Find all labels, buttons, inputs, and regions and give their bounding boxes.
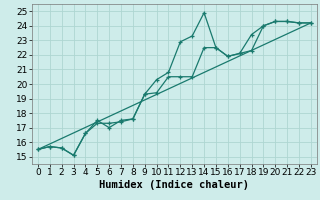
X-axis label: Humidex (Indice chaleur): Humidex (Indice chaleur)	[100, 180, 249, 190]
